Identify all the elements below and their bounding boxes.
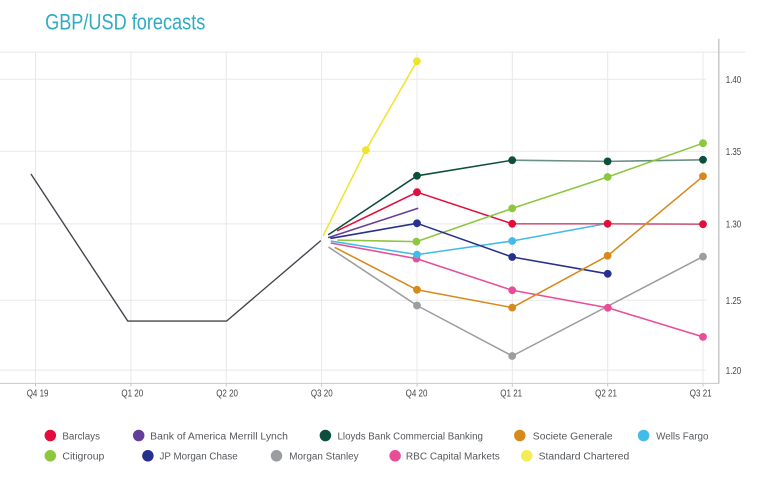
svg-text:Bank of America Merrill Lynch: Bank of America Merrill Lynch — [150, 431, 288, 442]
svg-text:GBP/USD forecasts: GBP/USD forecasts — [45, 10, 205, 35]
svg-text:Q1 20: Q1 20 — [121, 388, 143, 399]
svg-text:Q2 20: Q2 20 — [216, 388, 238, 399]
svg-text:RBC Capital Markets: RBC Capital Markets — [406, 452, 500, 463]
svg-text:Q4 20: Q4 20 — [406, 388, 428, 399]
svg-text:1.40: 1.40 — [726, 75, 742, 86]
svg-text:Q1 21: Q1 21 — [500, 388, 522, 399]
svg-text:Wells Fargo: Wells Fargo — [656, 431, 709, 442]
svg-text:Barclays: Barclays — [62, 431, 100, 442]
svg-text:Morgan Stanley: Morgan Stanley — [289, 452, 358, 463]
svg-text:Q4 19: Q4 19 — [27, 388, 49, 399]
svg-text:1.20: 1.20 — [726, 366, 742, 377]
svg-text:1.35: 1.35 — [726, 147, 742, 158]
svg-text:Standard Chartered: Standard Chartered — [539, 452, 630, 463]
svg-text:Q3 21: Q3 21 — [690, 388, 712, 399]
svg-text:JP Morgan Chase: JP Morgan Chase — [160, 452, 239, 463]
svg-text:Citigroup: Citigroup — [62, 452, 104, 463]
svg-text:1.30: 1.30 — [726, 220, 742, 231]
svg-text:Q2 21: Q2 21 — [595, 388, 617, 399]
svg-text:Q3 20: Q3 20 — [311, 388, 333, 399]
svg-text:Societe Generale: Societe Generale — [533, 431, 613, 442]
svg-text:Lloyds Bank Commercial Banking: Lloyds Bank Commercial Banking — [338, 431, 483, 442]
svg-text:1.25: 1.25 — [726, 296, 742, 307]
